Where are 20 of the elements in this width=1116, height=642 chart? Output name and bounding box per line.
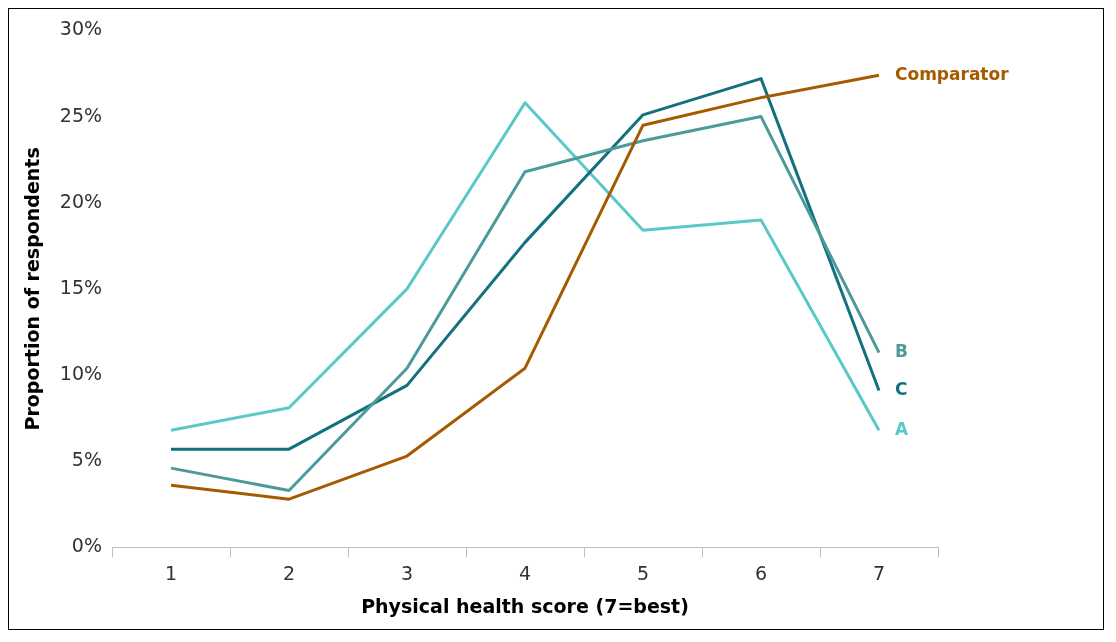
series-label: B xyxy=(895,341,908,362)
x-tick-label: 2 xyxy=(282,561,296,584)
x-tick-label: 4 xyxy=(518,561,532,584)
x-tick-label: 6 xyxy=(754,561,768,584)
x-tick-label: 5 xyxy=(636,561,650,584)
y-tick-label: 5% xyxy=(71,448,103,471)
y-axis-title: Proportion of respondents xyxy=(21,147,44,431)
series-label: Comparator xyxy=(895,63,1010,84)
x-tick-label: 3 xyxy=(400,561,414,584)
y-tick-label: 30% xyxy=(59,17,103,40)
x-tick-label: 7 xyxy=(872,561,886,584)
y-tick-label: 25% xyxy=(59,103,103,126)
y-tick-label: 15% xyxy=(59,275,103,298)
y-tick-label: 10% xyxy=(59,362,103,384)
y-tick-label: 0% xyxy=(71,534,103,557)
x-axis-title: Physical health score (7=best) xyxy=(361,594,689,617)
y-tick-label: 20% xyxy=(59,189,103,212)
series-label: C xyxy=(895,379,908,399)
x-tick-label: 1 xyxy=(164,561,178,584)
series-label: A xyxy=(895,418,909,439)
